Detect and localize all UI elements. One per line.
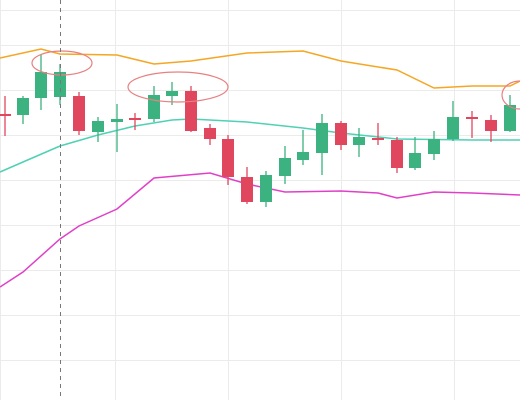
highlight-markers [31, 50, 520, 110]
highlight-ellipse-0 [31, 50, 93, 76]
candle-body [335, 123, 347, 145]
candle-11 [204, 124, 216, 145]
candle-body [73, 96, 85, 131]
candle-13 [241, 167, 253, 204]
highlight-ellipse-1 [127, 71, 229, 103]
highlight-ellipse-2 [501, 80, 520, 110]
candle-body [260, 175, 272, 202]
candle-1 [17, 96, 29, 124]
candle-10 [185, 86, 197, 132]
candle-26 [485, 115, 497, 142]
candle-body [428, 139, 440, 154]
candle-body [391, 140, 403, 168]
candle-7 [129, 113, 141, 130]
candle-24 [447, 101, 459, 141]
candle-23 [428, 131, 440, 160]
candle-14 [260, 171, 272, 207]
candle-21 [391, 137, 403, 173]
candle-body [204, 128, 216, 139]
candle-20 [372, 123, 384, 145]
bollinger-bands [0, 48, 520, 288]
candle-body [372, 138, 384, 140]
candle-0 [0, 96, 11, 136]
candle-body [166, 91, 178, 96]
candle-body [54, 72, 66, 97]
candle-22 [409, 137, 421, 170]
candle-body [353, 137, 365, 145]
candle-body [485, 120, 497, 131]
candle-body [185, 91, 197, 131]
candle-4 [73, 92, 85, 135]
upper-band-line [0, 48, 520, 89]
candle-25 [466, 111, 478, 138]
candle-body [35, 72, 47, 98]
candle-body [92, 121, 104, 132]
candle-9 [166, 82, 178, 105]
candle-body [241, 177, 253, 202]
candle-body [0, 114, 11, 116]
candle-body [504, 105, 516, 131]
candle-body [148, 95, 160, 119]
candle-6 [111, 104, 123, 152]
candle-body [409, 153, 421, 168]
candle-body [222, 139, 234, 177]
candle-body [129, 118, 141, 120]
candle-body [466, 117, 478, 119]
candle-19 [353, 128, 365, 157]
candle-27 [504, 95, 516, 132]
candle-body [111, 119, 123, 122]
candles [0, 54, 516, 207]
candle-body [279, 158, 291, 176]
candle-8 [148, 86, 160, 122]
candle-12 [222, 135, 234, 185]
candle-15 [279, 146, 291, 184]
candle-5 [92, 117, 104, 142]
candle-body [447, 117, 459, 139]
candle-16 [297, 130, 309, 165]
candle-17 [316, 114, 328, 175]
candle-body [316, 123, 328, 153]
candle-body [17, 98, 29, 115]
candle-body [297, 152, 309, 160]
candle-18 [335, 121, 347, 150]
candle-2 [35, 54, 47, 110]
